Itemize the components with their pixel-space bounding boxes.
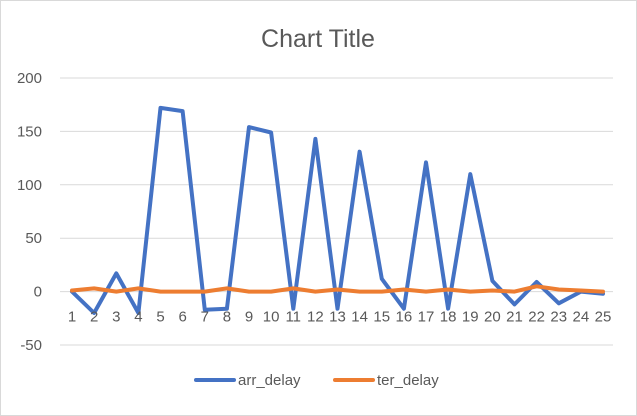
x-tick-label: 24 — [573, 309, 590, 326]
x-tick-label: 23 — [550, 309, 567, 326]
x-tick-label: 15 — [373, 309, 390, 326]
x-tick-label: 6 — [178, 309, 186, 326]
x-tick-label: 21 — [506, 309, 523, 326]
x-tick-label: 1 — [68, 309, 76, 326]
x-tick-label: 14 — [351, 309, 368, 326]
x-tick-label: 19 — [462, 309, 479, 326]
x-tick-label: 18 — [440, 309, 457, 326]
x-tick-label: 25 — [595, 309, 612, 326]
y-axis-tick-labels: -50 0 50 100 150 200 — [17, 70, 42, 354]
y-tick-label: 0 — [34, 284, 42, 301]
legend-label-ter_delay: ter_delay — [377, 372, 439, 389]
x-tick-label: 16 — [396, 309, 413, 326]
series-lines — [70, 105, 605, 315]
series-line-ter_delay — [70, 284, 605, 294]
x-tick-label: 8 — [223, 309, 231, 326]
chart-title: Chart Title — [261, 25, 375, 53]
x-tick-label: 20 — [484, 309, 501, 326]
x-tick-label: 2 — [90, 309, 98, 326]
x-tick-label: 10 — [263, 309, 280, 326]
y-tick-label: 200 — [17, 70, 42, 87]
x-tick-label: 9 — [245, 309, 253, 326]
y-tick-label: -50 — [20, 337, 42, 354]
legend-label-arr_delay: arr_delay — [238, 372, 301, 389]
x-axis-tick-labels: 1 2 3 4 5 6 7 8 9 10 11 12 13 14 15 16 17 18 19 20 21 22 23 24 2… — [68, 309, 612, 326]
x-tick-label: 3 — [112, 309, 120, 326]
x-tick-label: 13 — [329, 309, 346, 326]
x-tick-label: 17 — [418, 309, 435, 326]
y-tick-label: 50 — [25, 230, 42, 247]
x-tick-label: 4 — [134, 309, 142, 326]
series-line-arr_delay — [70, 105, 605, 315]
legend: arr_delay ter_delay — [194, 372, 439, 389]
x-tick-label: 22 — [528, 309, 545, 326]
x-tick-label: 7 — [201, 309, 209, 326]
x-tick-label: 5 — [156, 309, 164, 326]
x-tick-label: 11 — [285, 309, 301, 326]
y-tick-label: 100 — [17, 177, 42, 194]
y-tick-label: 150 — [17, 123, 42, 140]
x-tick-label: 12 — [307, 309, 324, 326]
